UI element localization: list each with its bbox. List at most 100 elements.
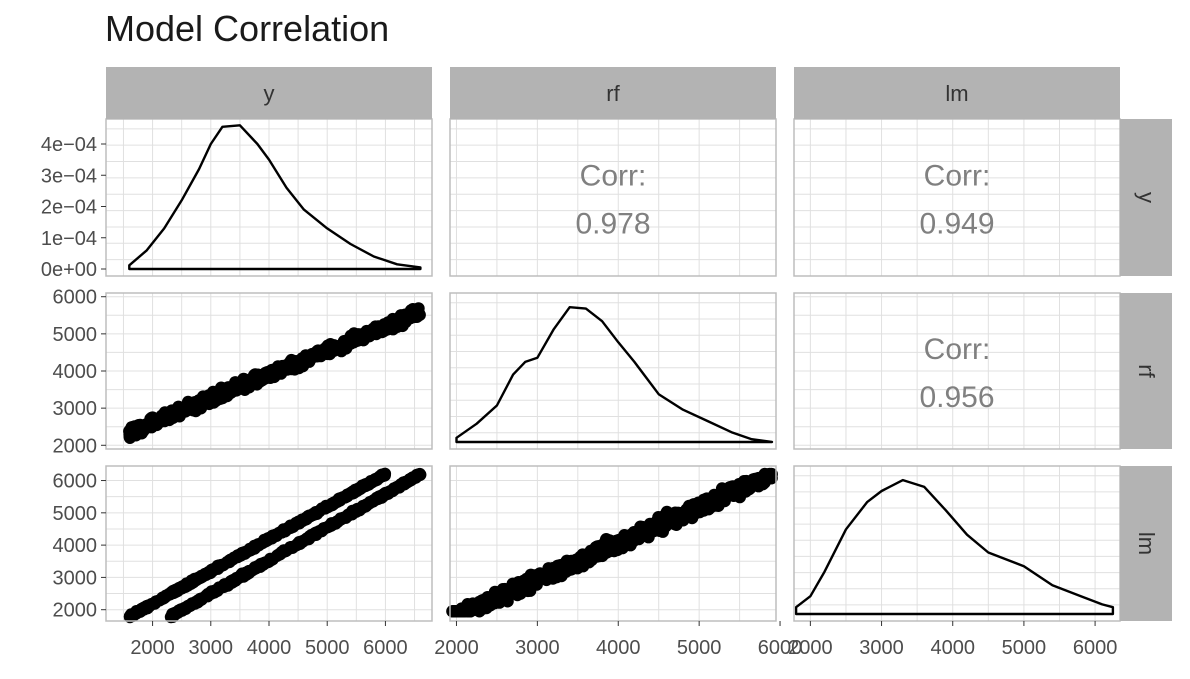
y-tick-label: 4e−04: [41, 134, 97, 156]
y-tick-label: 2000: [53, 435, 98, 457]
scatter-point-lm-y: [376, 469, 389, 483]
x-tick-label: 6000: [363, 637, 408, 659]
x-tick-label: 4000: [596, 637, 641, 659]
y-tick-label: 4000: [53, 361, 98, 383]
y-tick-label: 2000: [53, 600, 98, 622]
corr-value-y-rf: 0.978: [575, 208, 650, 241]
scatter-point-rf-y: [186, 403, 200, 416]
scatter-point-lm-rf: [501, 592, 514, 605]
row-strip-lm: [1120, 466, 1172, 621]
scatter-point-rf-y: [153, 413, 167, 426]
x-tick-label: 4000: [930, 637, 975, 659]
scatter-point-lm-y: [347, 486, 361, 499]
chart-title: Model Correlation: [105, 8, 390, 49]
scatter-point-lm-rf: [688, 501, 701, 514]
scatter-point-rf-y: [404, 307, 418, 320]
scatter-point-lm-y: [251, 538, 264, 552]
scatter-point-lm-rf: [554, 565, 567, 578]
scatter-point-lm-y: [145, 597, 158, 611]
scatter-point-lm-y: [309, 528, 322, 541]
scatter-point-rf-y: [302, 351, 315, 364]
scatter-point-lm-y: [300, 511, 314, 524]
x-tick-label: 3000: [515, 637, 560, 659]
density-curve-y: [128, 124, 422, 271]
scatter-point-rf-y: [281, 363, 294, 376]
scatter-point-lm-rf: [674, 511, 688, 525]
scatter-point-rf-y: [207, 396, 220, 409]
scatter-point-lm-y: [124, 609, 137, 623]
column-strip-label-y: y: [264, 81, 275, 106]
corr-value-rf-lm: 0.956: [919, 381, 994, 414]
x-tick-label: 2000: [434, 637, 479, 659]
corr-value-y-lm: 0.949: [919, 208, 994, 241]
x-tick-label: 6000: [1073, 637, 1118, 659]
scatter-point-rf-y: [396, 315, 410, 328]
y-tick-label: 6000: [53, 471, 98, 493]
column-strip-y: [106, 67, 432, 119]
column-strip-rf: [450, 67, 776, 119]
scatter-point-lm-y: [172, 606, 185, 619]
scatter-point-rf-y: [172, 400, 185, 413]
x-tick-label: 6000: [758, 637, 803, 659]
scatter-point-lm-y: [212, 561, 226, 574]
scatter-point-lm-y: [333, 492, 347, 505]
x-tick-label: 5000: [677, 637, 722, 659]
y-tick-label: 2e−04: [41, 197, 97, 219]
y-tick-label: 4000: [53, 535, 98, 557]
scatter-point-rf-y: [313, 347, 326, 360]
scatter-point-lm-y: [258, 556, 272, 570]
scatter-point-lm-y: [179, 580, 192, 593]
row-strip-y: [1120, 119, 1172, 276]
scatter-point-lm-y: [182, 600, 195, 613]
scatter-point-lm-rf: [738, 477, 752, 491]
scatter-point-lm-y: [226, 576, 239, 589]
panel-y-rf: [450, 119, 776, 276]
panel-rf-rf: [450, 293, 776, 449]
scatter-point-rf-y: [229, 376, 242, 389]
scatter-point-lm-y: [262, 532, 275, 546]
x-tick-label: 5000: [305, 637, 350, 659]
x-tick-label: 4000: [247, 637, 292, 659]
x-tick-label: 5000: [1002, 637, 1047, 659]
y-tick-label: 0e+00: [41, 259, 97, 281]
scatter-point-lm-rf: [606, 539, 619, 552]
scatter-point-lm-y: [345, 508, 359, 521]
scatter-point-lm-rf: [624, 539, 637, 552]
column-strip-label-rf: rf: [606, 81, 620, 106]
x-tick-label: 2000: [788, 637, 833, 659]
scatter-point-rf-y: [134, 425, 147, 439]
panel-lm-lm: [794, 466, 1120, 621]
scatter-point-lm-y: [272, 548, 285, 562]
scatter-point-lm-rf: [633, 528, 646, 542]
scatter-point-lm-rf: [763, 468, 776, 482]
y-tick-label: 5000: [53, 324, 98, 346]
scatter-point-lm-y: [159, 589, 173, 602]
scatter-point-lm-rf: [488, 594, 501, 607]
scatter-point-rf-y: [353, 330, 366, 344]
scatter-point-lm-rf: [473, 595, 486, 608]
density-curve-lm: [794, 478, 1115, 616]
scatter-point-rf-y: [218, 388, 231, 401]
scatter-point-rf-y: [365, 326, 378, 340]
scatter-point-rf-y: [335, 338, 348, 352]
scatter-point-lm-y: [288, 518, 301, 531]
row-strip-rf: [1120, 293, 1172, 449]
scatter-point-lm-y: [200, 567, 213, 581]
x-tick-label: 3000: [859, 637, 904, 659]
density-curve-rf: [455, 306, 774, 444]
scatter-point-lm-rf: [519, 580, 533, 593]
scatter-point-rf-y: [164, 411, 177, 424]
scatter-point-rf-y: [192, 394, 206, 407]
scatter-point-rf-y: [381, 323, 394, 336]
corr-label-y-rf: Corr:: [580, 160, 647, 193]
row-strip-label-lm: lm: [1134, 532, 1159, 555]
scatter-point-lm-rf: [661, 513, 675, 526]
scatter-point-lm-rf: [593, 548, 607, 561]
row-strip-label-rf: rf: [1134, 364, 1159, 378]
y-tick-label: 5000: [53, 503, 98, 525]
column-strip-label-lm: lm: [945, 81, 968, 106]
scatter-point-lm-y: [204, 587, 217, 600]
scatter-point-lm-y: [375, 489, 389, 502]
scatter-point-lm-rf: [726, 489, 740, 502]
panel-y-lm: [794, 119, 1120, 276]
